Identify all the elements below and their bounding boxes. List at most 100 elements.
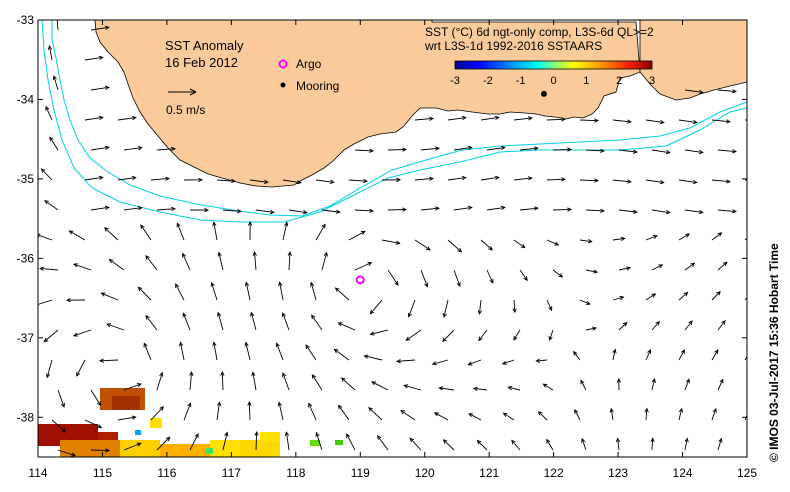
contour-200m bbox=[51, 20, 747, 217]
current-vector-arrow-icon bbox=[618, 149, 638, 154]
current-vector-arrow-icon bbox=[645, 119, 665, 125]
y-tick-label: -35 bbox=[17, 172, 35, 186]
current-vector-arrow-icon bbox=[90, 145, 110, 151]
current-vector-arrow-icon bbox=[123, 383, 142, 391]
current-vector-arrow-icon bbox=[442, 299, 449, 319]
current-vector-arrow-icon bbox=[480, 239, 493, 251]
current-vector-arrow-icon bbox=[751, 148, 769, 151]
sst-anomaly-patch bbox=[135, 430, 141, 435]
current-vector-arrow-icon bbox=[57, 449, 77, 457]
current-vector-arrow-icon bbox=[51, 419, 67, 433]
current-vector-arrow-icon bbox=[40, 168, 53, 181]
mooring-marker-icon bbox=[280, 82, 286, 88]
current-vector-arrow-icon bbox=[381, 177, 402, 182]
x-axis: 114 115 116 117 118 119 120 121 122 123 124 125 bbox=[28, 20, 757, 480]
current-vector-arrow-icon bbox=[354, 148, 375, 153]
x-tick-label: 116 bbox=[157, 466, 176, 480]
current-vector-arrow-icon bbox=[39, 266, 59, 271]
current-vector-arrow-icon bbox=[106, 323, 125, 331]
current-vector-arrow-icon bbox=[684, 89, 704, 95]
current-vector-arrow-icon bbox=[117, 415, 137, 421]
current-vector-arrow-icon bbox=[711, 290, 721, 301]
current-vector-arrow-icon bbox=[651, 320, 660, 331]
current-vector-arrow-icon bbox=[387, 269, 399, 286]
current-vector-arrow-icon bbox=[537, 410, 548, 421]
current-vector-arrow-icon bbox=[43, 329, 59, 343]
current-vector-arrow-icon bbox=[145, 254, 158, 271]
x-tick-label: 117 bbox=[222, 466, 241, 480]
current-vector-arrow-icon bbox=[137, 286, 152, 301]
current-vector-arrow-icon bbox=[277, 401, 284, 421]
current-vector-arrow-icon bbox=[47, 44, 53, 61]
current-vector-arrow-icon bbox=[751, 439, 756, 450]
current-vector-arrow-icon bbox=[678, 233, 691, 241]
colorbar-tick-label: -3 bbox=[450, 75, 460, 87]
current-vector-arrow-icon bbox=[278, 281, 284, 301]
current-vector-arrow-icon bbox=[546, 438, 554, 451]
current-vector-arrow-icon bbox=[368, 406, 383, 421]
current-vector-arrow-icon bbox=[371, 381, 389, 391]
current-vector-arrow-icon bbox=[222, 431, 229, 451]
current-vector-arrow-icon bbox=[486, 269, 494, 284]
current-vector-arrow-icon bbox=[405, 329, 422, 341]
current-vector-arrow-icon bbox=[717, 378, 724, 391]
current-vectors bbox=[38, 20, 769, 457]
x-tick-label: 114 bbox=[28, 466, 47, 480]
current-vector-arrow-icon bbox=[284, 431, 290, 451]
current-vector-arrow-icon bbox=[684, 378, 690, 391]
current-vector-arrow-icon bbox=[369, 329, 389, 336]
current-vector-arrow-icon bbox=[548, 329, 554, 341]
colorbar-tick-label: -1 bbox=[516, 75, 526, 87]
current-vector-arrow-icon bbox=[315, 223, 326, 241]
current-vector-arrow-icon bbox=[182, 312, 191, 331]
current-vector-arrow-icon bbox=[420, 269, 429, 288]
sst-anomaly-patch bbox=[160, 444, 210, 457]
current-vector-arrow-icon bbox=[247, 400, 252, 421]
current-vector-arrow-icon bbox=[573, 350, 581, 361]
sst-anomaly-patch bbox=[150, 418, 162, 428]
current-vector-arrow-icon bbox=[751, 88, 769, 91]
y-axis: -33-34-35-36-37-38 bbox=[17, 13, 747, 424]
argo-float-marker bbox=[355, 275, 365, 285]
x-tick-label: 123 bbox=[608, 466, 628, 480]
current-vector-arrow-icon bbox=[84, 115, 104, 121]
current-vector-arrow-icon bbox=[552, 147, 573, 152]
x-tick-label: 122 bbox=[544, 466, 564, 480]
current-vector-arrow-icon bbox=[585, 269, 599, 274]
scale-arrow-icon bbox=[168, 88, 197, 96]
current-vector-arrow-icon bbox=[52, 75, 59, 91]
current-vector-arrow-icon bbox=[72, 329, 92, 337]
current-vector-arrow-icon bbox=[684, 149, 704, 155]
current-vector-arrow-icon bbox=[612, 348, 617, 361]
x-tick-label: 124 bbox=[673, 466, 693, 480]
current-vector-arrow-icon bbox=[217, 251, 224, 271]
current-vector-arrow-icon bbox=[98, 358, 119, 363]
current-vector-arrow-icon bbox=[453, 269, 461, 288]
current-vector-arrow-icon bbox=[84, 175, 104, 181]
current-vector-arrow-icon bbox=[717, 261, 728, 271]
current-vector-arrow-icon bbox=[717, 89, 737, 94]
current-vector-arrow-icon bbox=[579, 118, 600, 123]
current-vector-arrow-icon bbox=[744, 410, 747, 421]
current-vector-arrow-icon bbox=[334, 287, 350, 301]
current-vector-arrow-icon bbox=[57, 389, 65, 408]
current-vector-arrow-icon bbox=[182, 252, 191, 271]
current-vector-arrow-icon bbox=[123, 145, 143, 151]
current-vector-arrow-icon bbox=[579, 178, 600, 183]
plot-frame bbox=[37, 19, 748, 458]
current-vector-arrow-icon bbox=[609, 407, 614, 421]
credit-text: © IMOS 03-Jul-2017 15:36 Hobart Time bbox=[767, 243, 781, 462]
current-vector-arrow-icon bbox=[612, 179, 632, 184]
current-vector-arrow-icon bbox=[579, 239, 593, 244]
current-vector-arrow-icon bbox=[244, 281, 251, 301]
current-vector-arrow-icon bbox=[546, 177, 567, 182]
current-vector-arrow-icon bbox=[354, 208, 375, 213]
current-vector-arrow-icon bbox=[431, 359, 449, 366]
current-vector-arrow-icon bbox=[100, 292, 119, 301]
current-vector-arrow-icon bbox=[255, 209, 275, 215]
argo-label: Argo bbox=[296, 57, 322, 71]
current-vector-arrow-icon bbox=[447, 115, 467, 121]
current-vector-arrow-icon bbox=[512, 299, 517, 314]
current-vector-arrow-icon bbox=[282, 179, 302, 185]
colorbar-tick-label: 1 bbox=[583, 75, 589, 87]
